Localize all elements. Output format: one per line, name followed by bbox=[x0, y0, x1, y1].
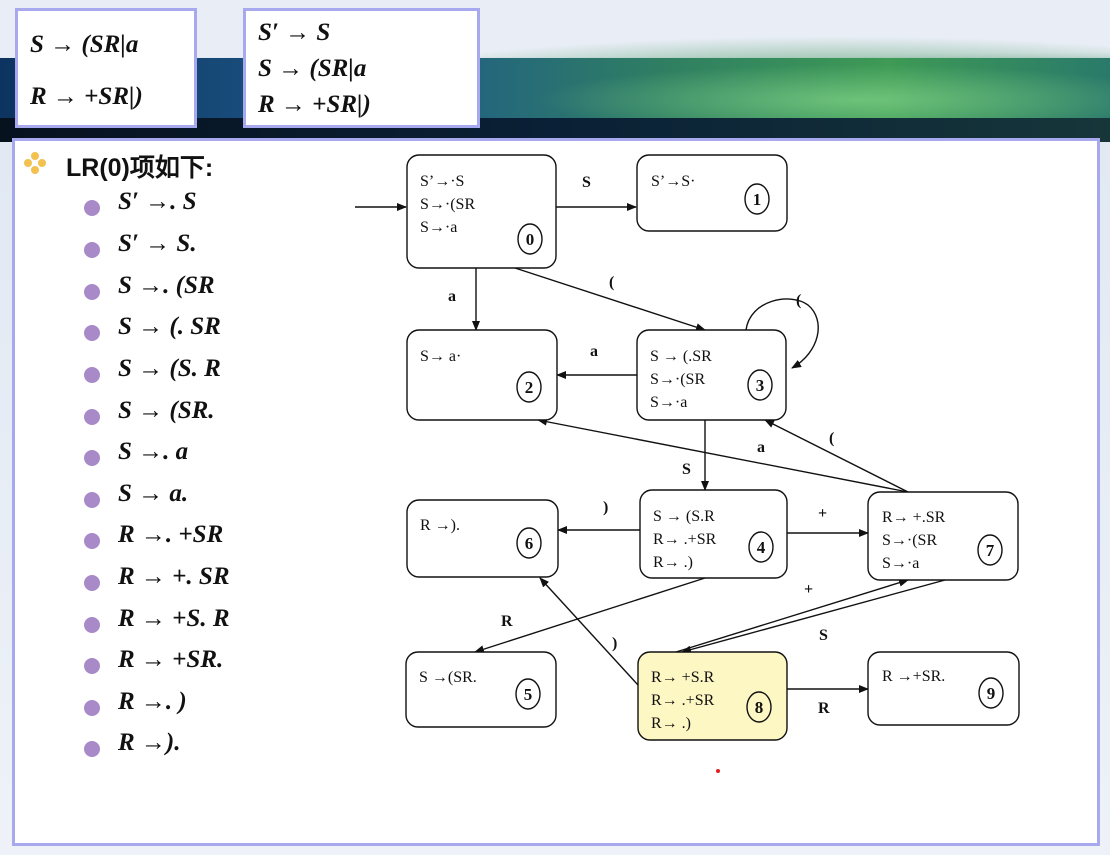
state-item: S→·(SR bbox=[882, 532, 937, 549]
state-number: 1 bbox=[753, 190, 762, 209]
edge-label: + bbox=[804, 581, 813, 598]
bullet-dot-icon bbox=[84, 700, 100, 716]
state-number: 7 bbox=[986, 541, 995, 560]
state-6: R →). 6 bbox=[406, 499, 559, 578]
edge-label: S bbox=[682, 461, 691, 478]
state-item: S→·a bbox=[420, 219, 457, 236]
state-number: 8 bbox=[755, 698, 764, 717]
edge-label: ) bbox=[612, 635, 617, 652]
state-number: 2 bbox=[525, 378, 534, 397]
edge-label: a bbox=[448, 288, 456, 305]
grammar-rule: R → +SR|) bbox=[30, 83, 143, 110]
state-2: S→ a· 2 bbox=[406, 329, 558, 421]
edge-label: R bbox=[501, 613, 513, 630]
bullet-dot-icon bbox=[84, 658, 100, 674]
state-item: R→ .) bbox=[653, 554, 693, 571]
state-3: S → (.SR S→·(SR S→·a 3 bbox=[636, 329, 787, 421]
bullet-dot-icon bbox=[84, 617, 100, 633]
state-item: S→·(SR bbox=[650, 371, 705, 388]
page-title: LR(0)项如下: bbox=[66, 154, 214, 182]
edge-label: + bbox=[818, 505, 827, 522]
state-1: S’→S· 1 bbox=[636, 154, 788, 232]
edge-label: ( bbox=[796, 292, 801, 309]
bullet-dot-icon bbox=[84, 325, 100, 341]
bullet-dot-icon bbox=[84, 242, 100, 258]
edge-label: S bbox=[819, 627, 828, 644]
diamond-bullet-icon bbox=[24, 152, 46, 174]
edge-7-3 bbox=[764, 419, 909, 493]
state-item: S → (S.R bbox=[653, 508, 715, 525]
grammar-box-right: S′ → S S → (SR|a R → +SR|) bbox=[243, 8, 480, 128]
state-9: R →+SR. 9 bbox=[867, 651, 1020, 726]
state-item: R→ .+SR bbox=[651, 692, 715, 709]
state-number: 9 bbox=[987, 684, 996, 703]
bullet-dot-icon bbox=[84, 409, 100, 425]
state-item: S→·a bbox=[650, 394, 687, 411]
edge-label: ( bbox=[829, 430, 834, 447]
edge-label: a bbox=[590, 343, 598, 360]
state-item: R→ +S.R bbox=[651, 669, 715, 686]
bullet-dot-icon bbox=[84, 575, 100, 591]
state-number: 0 bbox=[526, 230, 535, 249]
edge-7-8 bbox=[681, 579, 946, 654]
edge-label: S bbox=[582, 174, 591, 191]
bullet-dot-icon bbox=[84, 492, 100, 508]
grammar-rule: S′ → S bbox=[258, 19, 331, 46]
edge-label: R bbox=[818, 700, 830, 717]
state-item: S → (.SR bbox=[650, 348, 712, 365]
bullet-dot-icon bbox=[84, 284, 100, 300]
state-item: S→·a bbox=[882, 555, 919, 572]
state-item: R →+SR. bbox=[882, 668, 945, 685]
grammar-rule: S → (SR|a bbox=[258, 55, 367, 82]
bullet-dot-icon bbox=[84, 741, 100, 757]
state-item: R→ +.SR bbox=[882, 509, 946, 526]
state-8: R→ +S.R R→ .+SR R→ .) 8 bbox=[637, 651, 788, 741]
state-item: S →(SR. bbox=[419, 669, 477, 686]
state-item: S→ a· bbox=[420, 348, 461, 365]
edge-label: a bbox=[757, 439, 765, 456]
state-item: S’→S· bbox=[651, 173, 695, 190]
state-5: S →(SR. 5 bbox=[405, 651, 557, 728]
state-number: 6 bbox=[525, 534, 534, 553]
edge-0-3 bbox=[514, 267, 706, 332]
edge-4-5 bbox=[474, 577, 706, 654]
state-number: 4 bbox=[757, 538, 766, 557]
grammar-rule: S → (SR|a bbox=[30, 31, 139, 58]
grammar-box-left: S → (SR|a R → +SR|) bbox=[15, 8, 197, 128]
state-item: R→ .+SR bbox=[653, 531, 717, 548]
edge-7-2 bbox=[537, 417, 909, 493]
bullet-dot-icon bbox=[84, 450, 100, 466]
edge-label: ( bbox=[609, 274, 614, 291]
state-item: R→ .) bbox=[651, 715, 691, 732]
state-7: R→ +.SR S→·(SR S→·a 7 bbox=[867, 491, 1019, 581]
grammar-rule: R → +SR|) bbox=[258, 91, 371, 118]
edge-8-6 bbox=[539, 577, 639, 686]
state-item: R →). bbox=[420, 517, 460, 534]
state-item: S→·(SR bbox=[420, 196, 475, 213]
state-number: 5 bbox=[524, 685, 533, 704]
state-item: S’→·S bbox=[420, 173, 464, 190]
bullet-dot-icon bbox=[84, 200, 100, 216]
edge-8-7 bbox=[675, 578, 909, 653]
state-4: S → (S.R R→ .+SR R→ .) 4 bbox=[639, 489, 788, 579]
state-0: S’→·S S→·(SR S→·a 0 bbox=[406, 154, 557, 269]
bullet-dot-icon bbox=[84, 533, 100, 549]
state-number: 3 bbox=[756, 376, 765, 395]
red-dot bbox=[716, 769, 720, 773]
bullet-dot-icon bbox=[84, 367, 100, 383]
edge-label: ) bbox=[603, 499, 608, 516]
edge-3-3 bbox=[745, 298, 819, 369]
